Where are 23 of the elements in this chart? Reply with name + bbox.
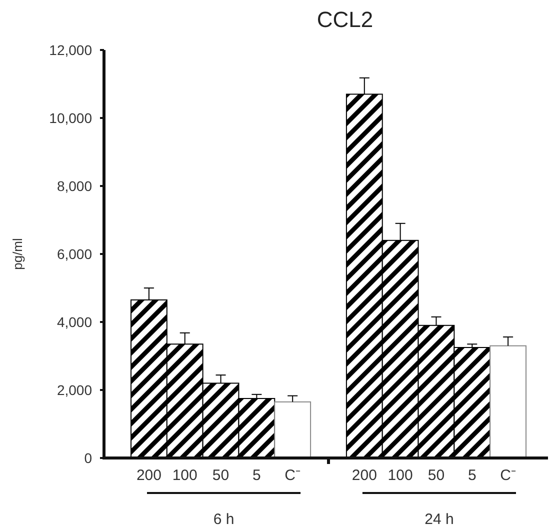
y-tick-label: 12,000 (49, 42, 92, 58)
y-tick-label: 2,000 (56, 382, 92, 398)
x-tick-label: 200 (136, 467, 162, 484)
x-tick-label: 5 (252, 467, 261, 484)
y-axis-title: pg/ml (10, 238, 25, 270)
text: 24 h (424, 511, 454, 528)
x-tick-label: 100 (172, 467, 198, 484)
y-tick-label: 6,000 (56, 246, 92, 262)
y-tick-label: 0 (84, 450, 92, 466)
x-tick-label: 100 (388, 467, 413, 484)
chart-title: CCL2 (316, 7, 374, 32)
text: 6 h (213, 511, 234, 528)
x-tick-label: C⁻ (284, 467, 301, 484)
bar (490, 345, 526, 458)
x-tick-label: 50 (428, 467, 445, 484)
x-tick-label: C⁻ (500, 467, 516, 484)
x-tick-label: 50 (212, 467, 230, 484)
y-tick-label: 10,000 (49, 110, 92, 126)
x-tick-label: 200 (352, 467, 377, 484)
y-tick-label: 4,000 (56, 314, 92, 330)
x-tick-label: 5 (468, 467, 476, 484)
y-tick-label: 8,000 (56, 178, 92, 194)
bar (274, 401, 312, 458)
